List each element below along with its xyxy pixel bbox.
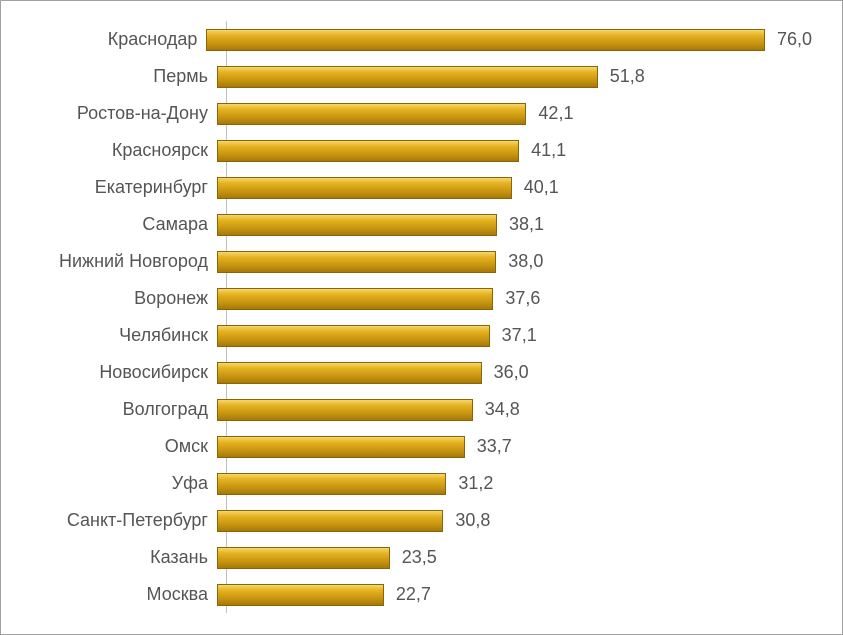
category-label: Волгоград — [11, 399, 216, 420]
bar — [206, 29, 765, 51]
bar-area: 38,1 — [216, 206, 812, 243]
bar-area: 38,0 — [216, 243, 812, 280]
value-label: 33,7 — [477, 436, 512, 457]
bar — [217, 251, 496, 273]
chart-row: Омск 33,7 — [11, 428, 812, 465]
value-label: 41,1 — [531, 140, 566, 161]
category-label: Краснодар — [11, 29, 205, 50]
category-label: Санкт-Петербург — [11, 510, 216, 531]
chart-row: Самара 38,1 — [11, 206, 812, 243]
value-label: 34,8 — [485, 399, 520, 420]
chart-container: Краснодар 76,0 Пермь 51,8 Ростов-на-Дону 42,1… — [0, 0, 843, 635]
bar-area: 36,0 — [216, 354, 812, 391]
bar-area: 37,6 — [216, 280, 812, 317]
value-label: 30,8 — [455, 510, 490, 531]
plot-area: Краснодар 76,0 Пермь 51,8 Ростов-на-Дону 42,1… — [11, 21, 812, 613]
chart-row: Челябинск 37,1 — [11, 317, 812, 354]
chart-row: Нижний Новгород 38,0 — [11, 243, 812, 280]
chart-row: Екатеринбург 40,1 — [11, 169, 812, 206]
bar — [217, 214, 497, 236]
value-label: 22,7 — [396, 584, 431, 605]
value-label: 40,1 — [524, 177, 559, 198]
value-label: 38,1 — [509, 214, 544, 235]
bar-area: 51,8 — [216, 58, 812, 95]
chart-row: Краснодар 76,0 — [11, 21, 812, 58]
bar — [217, 473, 446, 495]
bar — [217, 103, 526, 125]
bar — [217, 436, 465, 458]
bar — [217, 288, 493, 310]
bar — [217, 399, 473, 421]
bar — [217, 510, 443, 532]
chart-row: Санкт-Петербург 30,8 — [11, 502, 812, 539]
category-label: Самара — [11, 214, 216, 235]
value-label: 38,0 — [508, 251, 543, 272]
chart-row: Новосибирск 36,0 — [11, 354, 812, 391]
bar-area: 41,1 — [216, 132, 812, 169]
value-label: 42,1 — [538, 103, 573, 124]
bar — [217, 66, 598, 88]
category-label: Ростов-на-Дону — [11, 103, 216, 124]
chart-row: Казань 23,5 — [11, 539, 812, 576]
bar — [217, 547, 390, 569]
bar-area: 40,1 — [216, 169, 812, 206]
chart-row: Москва 22,7 — [11, 576, 812, 613]
value-label: 51,8 — [610, 66, 645, 87]
bar-area: 37,1 — [216, 317, 812, 354]
bar-area: 23,5 — [216, 539, 812, 576]
bar — [217, 140, 519, 162]
chart-row: Воронеж 37,6 — [11, 280, 812, 317]
value-label: 37,1 — [502, 325, 537, 346]
bar — [217, 325, 490, 347]
category-label: Новосибирск — [11, 362, 216, 383]
chart-row: Ростов-на-Дону 42,1 — [11, 95, 812, 132]
chart-row: Волгоград 34,8 — [11, 391, 812, 428]
value-label: 31,2 — [458, 473, 493, 494]
category-label: Нижний Новгород — [11, 251, 216, 272]
category-label: Пермь — [11, 66, 216, 87]
category-label: Красноярск — [11, 140, 216, 161]
value-label: 76,0 — [777, 29, 812, 50]
bar — [217, 177, 512, 199]
bar-area: 30,8 — [216, 502, 812, 539]
category-label: Екатеринбург — [11, 177, 216, 198]
bar-area: 34,8 — [216, 391, 812, 428]
category-label: Челябинск — [11, 325, 216, 346]
chart-row: Уфа 31,2 — [11, 465, 812, 502]
chart-row: Красноярск 41,1 — [11, 132, 812, 169]
category-label: Уфа — [11, 473, 216, 494]
value-label: 36,0 — [494, 362, 529, 383]
value-label: 23,5 — [402, 547, 437, 568]
bar — [217, 584, 384, 606]
bar-area: 22,7 — [216, 576, 812, 613]
bar-area: 42,1 — [216, 95, 812, 132]
bar — [217, 362, 482, 384]
bar-area: 76,0 — [205, 21, 812, 58]
category-label: Воронеж — [11, 288, 216, 309]
category-label: Казань — [11, 547, 216, 568]
bar-area: 33,7 — [216, 428, 812, 465]
category-label: Москва — [11, 584, 216, 605]
category-label: Омск — [11, 436, 216, 457]
value-label: 37,6 — [505, 288, 540, 309]
chart-row: Пермь 51,8 — [11, 58, 812, 95]
bar-area: 31,2 — [216, 465, 812, 502]
